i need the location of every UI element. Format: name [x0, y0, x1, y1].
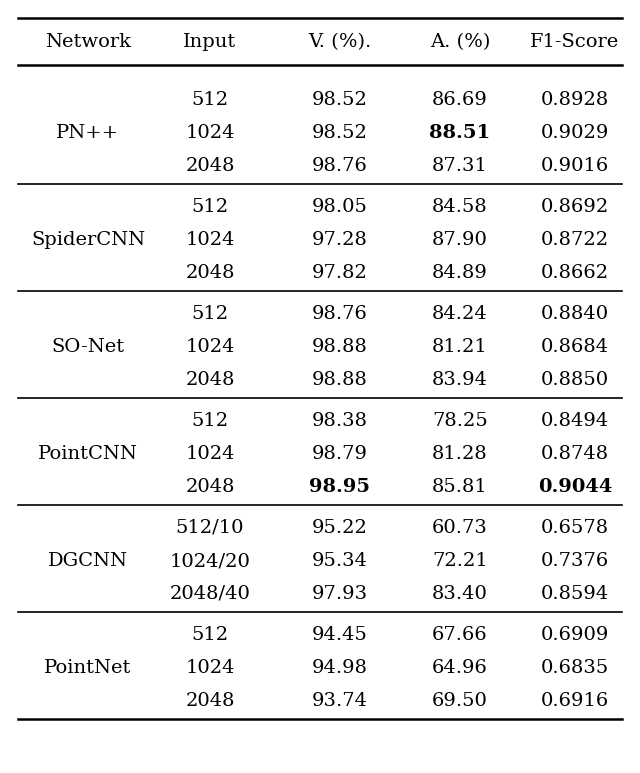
Text: 0.8748: 0.8748 [541, 445, 609, 463]
Text: 2048: 2048 [185, 264, 235, 282]
Text: 2048: 2048 [185, 692, 235, 710]
Text: 0.6835: 0.6835 [541, 659, 609, 677]
Text: 98.05: 98.05 [312, 198, 368, 216]
Text: 84.58: 84.58 [432, 198, 488, 216]
Text: 512: 512 [191, 305, 228, 323]
Text: 0.8850: 0.8850 [541, 371, 609, 389]
Text: 83.94: 83.94 [432, 371, 488, 389]
Text: 81.28: 81.28 [432, 445, 488, 463]
Text: 94.45: 94.45 [312, 626, 368, 644]
Text: 98.88: 98.88 [312, 338, 368, 356]
Text: 0.9029: 0.9029 [541, 124, 609, 142]
Text: Input: Input [184, 33, 237, 51]
Text: 86.69: 86.69 [432, 91, 488, 109]
Text: 0.6578: 0.6578 [541, 519, 609, 537]
Text: V. (%).: V. (%). [308, 33, 372, 51]
Text: 0.8662: 0.8662 [541, 264, 609, 282]
Text: 83.40: 83.40 [432, 585, 488, 603]
Text: 98.52: 98.52 [312, 124, 368, 142]
Text: A. (%): A. (%) [430, 33, 490, 51]
Text: 95.22: 95.22 [312, 519, 368, 537]
Text: 2048: 2048 [185, 157, 235, 175]
Text: 1024: 1024 [185, 124, 235, 142]
Text: 1024: 1024 [185, 338, 235, 356]
Text: 81.21: 81.21 [432, 338, 488, 356]
Text: 0.8840: 0.8840 [541, 305, 609, 323]
Text: 512: 512 [191, 626, 228, 644]
Text: 512: 512 [191, 198, 228, 216]
Text: 0.6916: 0.6916 [541, 692, 609, 710]
Text: 2048/40: 2048/40 [170, 585, 250, 603]
Text: 512/10: 512/10 [176, 519, 244, 537]
Text: 97.28: 97.28 [312, 231, 368, 249]
Text: 98.52: 98.52 [312, 91, 368, 109]
Text: 72.21: 72.21 [432, 552, 488, 570]
Text: F1-Score: F1-Score [531, 33, 620, 51]
Text: 0.6909: 0.6909 [541, 626, 609, 644]
Text: 69.50: 69.50 [432, 692, 488, 710]
Text: 0.7376: 0.7376 [541, 552, 609, 570]
Text: 2048: 2048 [185, 478, 235, 496]
Text: 97.93: 97.93 [312, 585, 368, 603]
Text: PointNet: PointNet [44, 659, 132, 677]
Text: 85.81: 85.81 [432, 478, 488, 496]
Text: Network: Network [45, 33, 131, 51]
Text: DGCNN: DGCNN [48, 552, 128, 570]
Text: 1024/20: 1024/20 [170, 552, 250, 570]
Text: PN++: PN++ [56, 124, 120, 142]
Text: 95.34: 95.34 [312, 552, 368, 570]
Text: 512: 512 [191, 412, 228, 430]
Text: 94.98: 94.98 [312, 659, 368, 677]
Text: 1024: 1024 [185, 445, 235, 463]
Text: 87.90: 87.90 [432, 231, 488, 249]
Text: 98.88: 98.88 [312, 371, 368, 389]
Text: 2048: 2048 [185, 371, 235, 389]
Text: 0.8722: 0.8722 [541, 231, 609, 249]
Text: 98.76: 98.76 [312, 305, 368, 323]
Text: 88.51: 88.51 [429, 124, 491, 142]
Text: 98.38: 98.38 [312, 412, 368, 430]
Text: 84.89: 84.89 [432, 264, 488, 282]
Text: 1024: 1024 [185, 659, 235, 677]
Text: 64.96: 64.96 [432, 659, 488, 677]
Text: 0.9016: 0.9016 [541, 157, 609, 175]
Text: 98.76: 98.76 [312, 157, 368, 175]
Text: 60.73: 60.73 [432, 519, 488, 537]
Text: PointCNN: PointCNN [38, 445, 138, 463]
Text: 0.9044: 0.9044 [538, 478, 612, 496]
Text: 512: 512 [191, 91, 228, 109]
Text: 67.66: 67.66 [432, 626, 488, 644]
Text: 87.31: 87.31 [432, 157, 488, 175]
Text: 98.79: 98.79 [312, 445, 368, 463]
Text: 0.8692: 0.8692 [541, 198, 609, 216]
Text: 0.8494: 0.8494 [541, 412, 609, 430]
Text: 84.24: 84.24 [432, 305, 488, 323]
Text: 0.8594: 0.8594 [541, 585, 609, 603]
Text: 78.25: 78.25 [432, 412, 488, 430]
Text: SpiderCNN: SpiderCNN [31, 231, 145, 249]
Text: 0.8684: 0.8684 [541, 338, 609, 356]
Text: SO-Net: SO-Net [51, 338, 125, 356]
Text: 0.8928: 0.8928 [541, 91, 609, 109]
Text: 1024: 1024 [185, 231, 235, 249]
Text: 97.82: 97.82 [312, 264, 368, 282]
Text: 98.95: 98.95 [310, 478, 371, 496]
Text: 93.74: 93.74 [312, 692, 368, 710]
